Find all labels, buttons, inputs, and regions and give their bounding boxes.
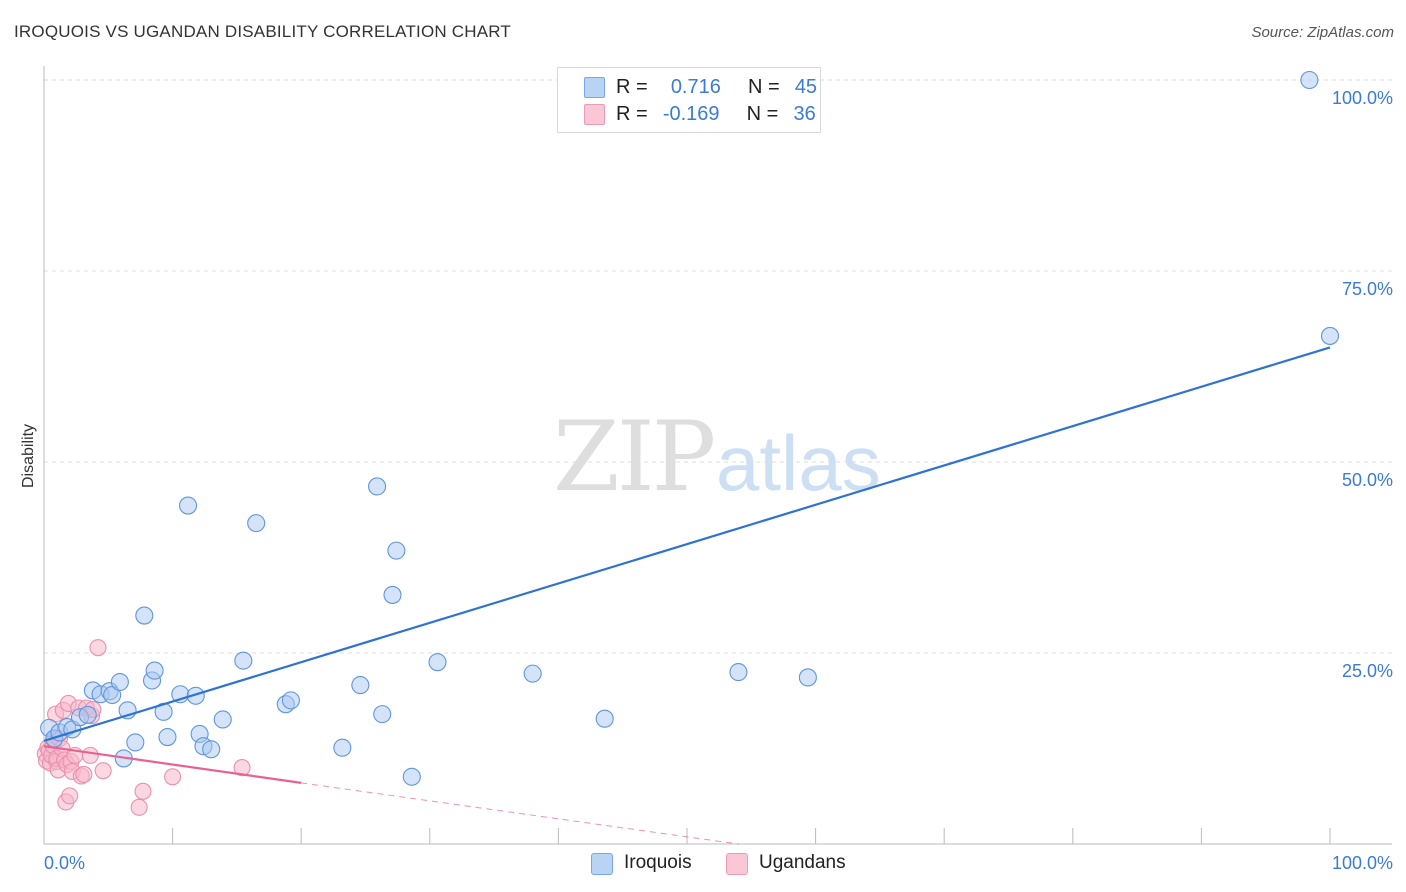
iroquois-point: [333, 738, 352, 757]
legend-r-value: -0.169: [662, 103, 720, 125]
trend-lines: [43, 346, 1331, 845]
ugandans-point: [233, 759, 251, 777]
iroquois-point: [234, 651, 253, 670]
legend-swatch-iroquois: [584, 77, 605, 98]
iroquois-point: [428, 653, 447, 672]
watermark-atlas: atlas: [716, 419, 881, 507]
legend-n-value: 45: [794, 76, 818, 98]
iroquois-point: [402, 767, 421, 786]
iroquois-point: [351, 676, 370, 695]
iroquois-point: [145, 661, 164, 680]
iroquois-point: [178, 496, 198, 515]
watermark-zip: ZIP: [553, 401, 714, 513]
iroquois-point: [373, 705, 392, 724]
x-tick-label: 0.0%: [44, 853, 85, 873]
watermark: ZIP atlas: [553, 401, 881, 513]
legend-r-label: R =: [616, 103, 648, 125]
iroquois-point: [158, 727, 177, 747]
y-tick-label: 50.0%: [1342, 470, 1393, 490]
iroquois-point: [595, 709, 614, 728]
ugandans-point: [164, 768, 182, 786]
bottom-legend-label: Ugandans: [759, 852, 846, 873]
ugandans-trend-extension: [301, 782, 739, 845]
iroquois-point: [126, 733, 145, 752]
grid-lines: [44, 79, 1392, 654]
bottom-legend-swatch-iroquois: [591, 853, 613, 875]
legend-r-value: 0.716: [670, 76, 721, 98]
legend-swatch-ugandans: [584, 104, 605, 125]
y-axis-label: Disability: [20, 424, 37, 488]
iroquois-point: [281, 691, 300, 710]
ugandans-trend-line: [43, 745, 302, 784]
iroquois-trend-line: [43, 346, 1331, 742]
x-tick-labels: 0.0% 100.0%: [44, 853, 1393, 873]
ugandans-point: [134, 782, 152, 800]
iroquois-point: [78, 705, 97, 724]
y-tick-label: 75.0%: [1342, 279, 1393, 299]
correlation-legend: R = 0.716 N = 45 R = -0.169 N = 36: [557, 67, 821, 133]
y-tick-label: 100.0%: [1332, 88, 1393, 108]
legend-n-label: N =: [748, 76, 780, 98]
x-tick-label: 100.0%: [1332, 853, 1393, 873]
bottom-legend-swatch-ugandans: [726, 853, 748, 875]
legend-n-label: N =: [746, 103, 779, 125]
iroquois-point: [798, 668, 817, 687]
iroquois-point: [202, 740, 221, 759]
ugandans-point: [75, 765, 93, 784]
source-label: Source: ZipAtlas.com: [1251, 24, 1394, 41]
ugandans-point: [89, 639, 107, 657]
iroquois-point: [1320, 326, 1340, 345]
iroquois-point: [387, 541, 406, 560]
bottom-legend-label: Iroquois: [624, 852, 692, 873]
iroquois-point: [110, 672, 129, 692]
iroquois-point: [135, 606, 154, 625]
ugandans-point: [130, 798, 148, 816]
axes: [43, 66, 1392, 845]
y-tick-labels: 100.0% 75.0% 50.0% 25.0%: [1332, 88, 1393, 681]
ugandans-point: [81, 746, 99, 764]
iroquois-point: [1300, 70, 1319, 90]
iroquois-point: [523, 664, 542, 683]
ugandans-point: [61, 787, 79, 805]
iroquois-point: [186, 686, 205, 705]
iroquois-point: [383, 585, 402, 604]
y-tick-label: 25.0%: [1342, 661, 1393, 681]
iroquois-point: [368, 477, 387, 496]
iroquois-point: [247, 514, 266, 533]
ugandans-point: [94, 762, 112, 780]
legend-r-label: R =: [616, 76, 648, 98]
iroquois-point: [213, 710, 232, 729]
iroquois-point: [729, 663, 748, 682]
chart-title: IROQUOIS VS UGANDAN DISABILITY CORRELATI…: [14, 22, 512, 41]
legend-n-value: 36: [793, 103, 816, 125]
